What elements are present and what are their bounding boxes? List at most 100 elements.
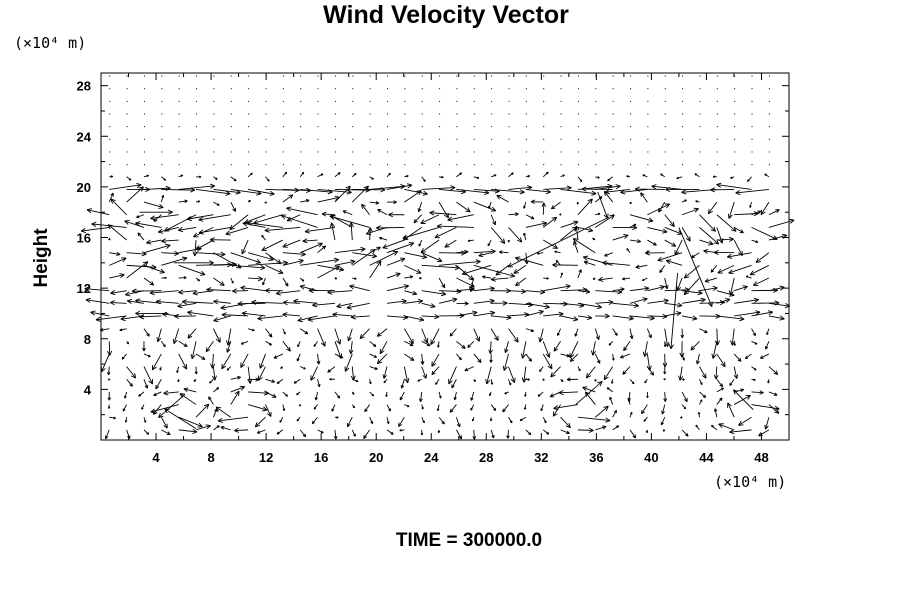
vector-arrow [213,328,221,343]
vector-arrow [400,379,405,389]
vector-arrow [663,366,667,375]
vector-arrow [473,138,475,140]
vector-arrow [213,75,215,77]
vector-arrow [502,404,509,413]
vector-arrow [304,226,335,234]
vector-arrow [126,298,145,304]
vector-arrow [664,88,666,90]
vector-arrow [629,328,634,340]
vector-arrow [456,126,458,128]
vector-arrow [421,328,429,344]
vector-arrow [560,353,570,358]
vector-arrow [681,199,687,203]
x-tick-label: 44 [699,450,714,465]
vector-arrow [759,353,770,359]
vector-arrow [515,277,527,287]
vector-arrow [421,314,440,320]
vector-arrow [300,126,302,128]
vector-arrow [282,100,284,102]
vector-arrow [473,151,475,153]
vector-arrow [334,391,341,399]
vector-arrow [192,240,198,257]
vector-arrow [470,391,475,401]
vector-arrow [682,315,698,321]
vector-arrow [329,222,336,241]
vector-arrow [104,429,110,440]
vector-arrow [768,113,770,115]
vector-arrow [592,237,596,241]
vector-arrow [351,391,355,395]
vector-arrow [403,328,414,345]
vector-arrow [716,227,724,244]
vector-arrow [487,239,492,247]
vector-arrow [282,277,289,287]
vector-arrow [491,288,511,294]
vector-arrow [386,272,401,279]
vector-arrow [164,214,197,232]
vector-arrow [351,185,369,203]
vector-arrow [525,164,527,166]
vector-arrow [682,138,684,140]
vector-arrow [176,366,180,373]
vector-arrow [490,214,497,226]
vector-arrow [213,299,231,305]
vector-arrow [155,379,162,390]
vector-arrow [404,151,406,153]
vector-arrow [178,164,180,166]
vector-arrow [730,328,736,346]
vector-arrow [642,341,648,357]
vector-arrow [265,151,267,153]
vector-arrow [473,379,476,383]
vector-arrow [647,151,649,153]
vector-arrow [431,353,440,367]
vector-arrow [178,151,180,153]
vector-arrow [386,172,391,178]
vector-arrow [542,429,550,435]
vector-arrow [679,341,685,358]
vector-arrow [126,261,149,279]
vector-arrow [662,353,668,368]
vector-arrow [334,113,336,115]
vector-arrow [699,100,701,102]
vector-arrow [499,250,509,254]
vector-arrow [768,391,778,396]
vector-arrow [262,277,266,286]
vector-arrow [109,75,111,77]
vector-arrow [317,164,319,166]
vector-arrow [734,310,761,317]
vector-arrow [508,227,523,243]
vector-arrow [439,88,441,90]
vector-arrow [248,151,250,153]
vector-arrow [157,226,179,234]
vector-arrow [431,366,440,376]
vector-arrow [525,221,548,228]
vector-arrow [126,341,130,345]
vector-arrow [595,289,623,295]
vector-arrow [377,208,388,216]
vector-arrow [369,100,371,102]
vector-arrow [714,328,720,346]
vector-arrow [594,328,600,340]
vector-arrow [508,212,519,217]
vector-arrow [768,315,785,321]
vector-arrow [612,126,614,128]
vector-arrow [327,366,336,373]
vector-arrow [473,353,482,363]
vector-arrow [126,113,128,115]
x-tick-label: 4 [152,450,160,465]
vector-arrow [386,257,406,266]
vector-arrow [558,389,578,396]
vector-arrow [647,164,649,166]
vector-arrow [196,100,198,102]
vector-arrow [230,151,232,153]
vector-arrow [124,219,145,228]
vector-arrow [594,379,597,382]
vector-arrow [745,275,752,279]
vector-arrow [369,340,377,348]
vector-arrow [351,404,355,409]
vector-arrow [560,416,571,429]
vector-arrow [279,416,284,423]
vector-arrow [161,88,163,90]
vector-arrow [230,375,241,380]
vector-arrow [126,378,133,387]
